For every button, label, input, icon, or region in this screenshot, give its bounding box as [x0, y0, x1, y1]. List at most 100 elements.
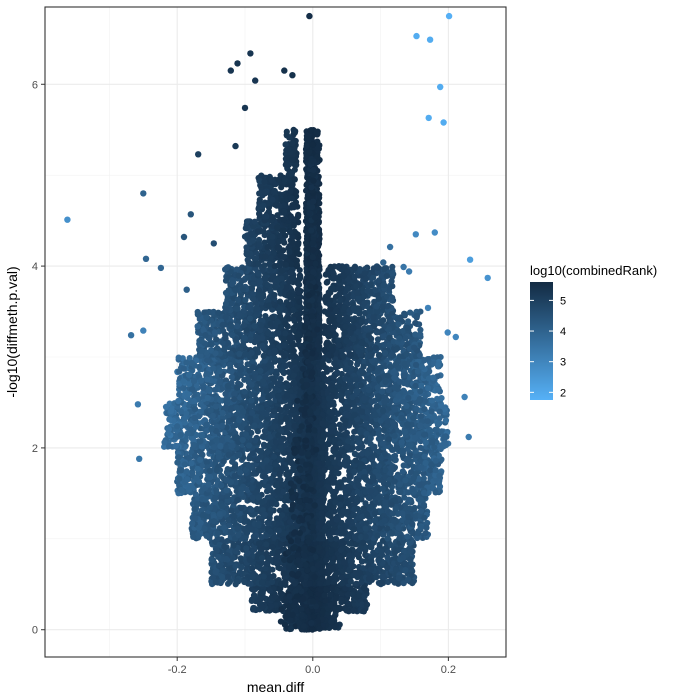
cloud-point — [371, 510, 379, 517]
cloud-point — [338, 596, 345, 604]
cloud-point — [319, 568, 326, 575]
cloud-point — [272, 593, 279, 600]
cloud-point — [202, 496, 209, 503]
cloud-point — [365, 575, 372, 583]
cloud-point — [234, 525, 241, 532]
cloud-point — [216, 510, 223, 518]
cloud-point — [216, 562, 224, 569]
cloud-point — [224, 573, 231, 581]
cloud-point — [261, 511, 268, 518]
cloud-point — [432, 489, 439, 496]
cloud-point — [372, 517, 379, 524]
cloud-point — [389, 530, 396, 537]
cloud-point — [206, 504, 214, 511]
cloud-point — [356, 592, 363, 599]
cloud-point — [362, 533, 369, 540]
cloud-point — [191, 506, 198, 513]
cloud-point — [287, 459, 295, 466]
cloud-point — [345, 534, 352, 541]
cloud-point — [374, 532, 381, 539]
cloud-point — [190, 533, 197, 541]
cloud-point — [384, 564, 391, 571]
cloud-point — [408, 469, 415, 476]
cloud-point — [395, 524, 402, 531]
cloud-point — [318, 520, 325, 527]
cloud-point — [407, 548, 414, 555]
cloud-point — [241, 578, 248, 586]
cloud-point — [353, 580, 360, 587]
cloud-point — [399, 510, 406, 517]
cloud-point — [225, 517, 232, 524]
cloud-point — [257, 596, 264, 603]
cloud-point — [338, 540, 345, 547]
cloud-point — [409, 521, 416, 528]
cloud-point — [200, 511, 207, 518]
cloud-point — [341, 559, 348, 566]
cloud-point — [323, 586, 330, 593]
cloud-point — [260, 573, 267, 580]
cloud-point — [255, 540, 263, 547]
cloud-point — [337, 554, 344, 561]
cloud-point — [234, 497, 241, 504]
cloud-point — [268, 603, 275, 610]
cloud-point — [392, 505, 399, 512]
cloud-point — [344, 500, 351, 507]
cloud-point — [347, 540, 354, 547]
cloud-point — [219, 503, 226, 510]
cloud-point — [243, 545, 250, 552]
cloud-point — [380, 531, 387, 538]
cloud-point — [333, 595, 340, 602]
cloud-point — [238, 564, 245, 571]
cloud-point — [319, 608, 326, 615]
cloud-point — [316, 625, 323, 632]
cloud-point — [247, 580, 254, 588]
cloud-point — [378, 579, 385, 586]
cloud-point — [360, 608, 367, 615]
cloud-point — [345, 600, 352, 607]
cloud-point — [391, 549, 398, 556]
cloud-point — [232, 563, 239, 570]
cloud-point — [246, 556, 253, 564]
cloud-point — [328, 618, 335, 626]
cloud-point — [221, 543, 228, 550]
cloud-point — [351, 468, 358, 475]
cloud-point — [402, 567, 409, 574]
cloud-point — [258, 499, 265, 506]
cloud-point — [208, 556, 215, 563]
cloud-point — [276, 515, 283, 522]
cloud-point — [273, 501, 280, 508]
cloud-point — [237, 555, 244, 562]
cloud-point — [280, 570, 287, 577]
cloud-point — [336, 605, 343, 613]
cloud-point — [197, 519, 204, 527]
cloud-point — [380, 573, 387, 581]
cloud-point — [306, 580, 313, 587]
cloud-point — [406, 505, 413, 512]
cloud-point — [392, 566, 399, 573]
cloud-point — [345, 518, 352, 525]
cloud-point — [353, 551, 361, 558]
cloud-point — [326, 501, 333, 508]
cloud-point — [201, 525, 208, 532]
cloud-point — [344, 591, 351, 598]
cloud-point — [233, 578, 240, 585]
cloud-point — [277, 541, 284, 548]
cloud-point — [359, 558, 366, 565]
cloud-point — [328, 585, 336, 592]
cloud-point — [309, 626, 316, 633]
cloud-point — [264, 448, 271, 456]
cloud-point — [367, 504, 374, 511]
cloud-point — [363, 520, 370, 527]
cloud-point — [249, 573, 256, 580]
cloud-point — [339, 580, 346, 587]
cloud-point — [359, 601, 366, 608]
cloud-point — [405, 496, 412, 503]
cloud-point — [321, 592, 328, 599]
cloud-point — [375, 557, 382, 564]
cloud-point — [343, 607, 350, 614]
cloud-point — [332, 541, 339, 548]
cloud-point — [387, 542, 395, 549]
cloud-point — [348, 562, 355, 570]
cloud-point — [327, 591, 334, 598]
